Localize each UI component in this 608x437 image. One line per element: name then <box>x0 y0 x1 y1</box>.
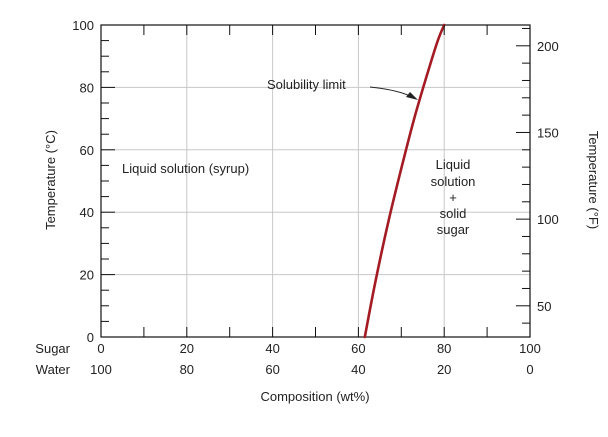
minor-ticks <box>101 27 530 324</box>
y-tick-label-right: 200 <box>537 39 559 54</box>
solubility-limit-arrowhead <box>406 92 418 100</box>
region-label-line-5: sugar <box>437 222 470 237</box>
y-tick-label-right: 50 <box>537 299 551 314</box>
series <box>363 23 446 339</box>
region-label-line-1: Liquid <box>436 157 471 172</box>
x-tick-label: 80 <box>180 362 194 377</box>
y-tick-label-left: 40 <box>80 205 94 220</box>
y-axis-label-right: Temperature (°F) <box>586 131 601 229</box>
x-axis-label: Composition (wt%) <box>260 389 369 404</box>
composition-row-name: Water <box>36 362 71 377</box>
region-label-line-2: solution <box>431 174 476 189</box>
x-tick-label: 100 <box>90 362 112 377</box>
solubility-limit-label: Solubility limit <box>267 77 346 92</box>
x-tick-label: 60 <box>265 362 279 377</box>
region-label-liquid-plus-solid: Liquid solution + solid sugar <box>431 157 476 237</box>
ticks <box>100 24 531 338</box>
region-label-line-3: + <box>449 190 457 205</box>
composition-row-name: Sugar <box>35 341 70 356</box>
y-axis-label-left: Temperature (°C) <box>43 130 58 230</box>
y-tick-label-left: 0 <box>87 330 94 345</box>
region-label-line-4: solid <box>440 206 467 221</box>
y-tick-label-right: 100 <box>537 212 559 227</box>
y-tick-label-left: 100 <box>72 18 94 33</box>
x-tick-label: 40 <box>265 341 279 356</box>
region-label-liquid-solution: Liquid solution (syrup) <box>122 161 249 176</box>
annotation-solubility-limit: Solubility limit <box>267 77 418 100</box>
x-tick-label: 40 <box>351 362 365 377</box>
x-tick-label: 20 <box>437 362 451 377</box>
x-tick-label: 0 <box>526 362 533 377</box>
x-tick-label: 100 <box>519 341 541 356</box>
x-tick-label: 0 <box>97 341 104 356</box>
y-tick-label-left: 60 <box>80 143 94 158</box>
y-tick-label-left: 20 <box>80 268 94 283</box>
x-tick-label: 60 <box>351 341 365 356</box>
x-tick-label: 80 <box>437 341 451 356</box>
y-tick-label-right: 150 <box>537 125 559 140</box>
x-tick-label: 20 <box>180 341 194 356</box>
y-tick-label-left: 80 <box>80 80 94 95</box>
solubility-limit-curve <box>363 23 446 339</box>
grid <box>101 25 530 337</box>
